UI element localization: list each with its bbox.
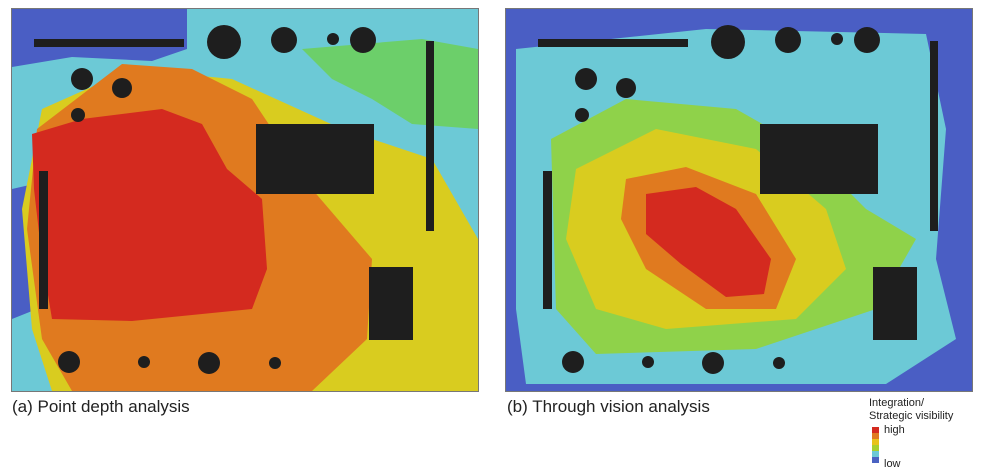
obstacles	[34, 25, 434, 374]
through-vision-heatmap	[506, 9, 972, 391]
column	[775, 27, 801, 53]
column	[854, 27, 880, 53]
column	[350, 27, 376, 53]
block-center	[256, 124, 374, 194]
legend-label-high: high	[884, 424, 905, 436]
wall-right	[426, 41, 434, 231]
column	[71, 108, 85, 122]
through-vision-panel	[505, 8, 973, 392]
wall-top	[538, 39, 688, 47]
legend-swatch	[872, 439, 879, 445]
column	[269, 357, 281, 369]
legend-label-low: low	[884, 458, 901, 470]
column	[198, 352, 220, 374]
column	[327, 33, 339, 45]
column	[58, 351, 80, 373]
column	[71, 68, 93, 90]
high-zone-core	[646, 187, 771, 297]
high-zone-core	[32, 109, 267, 321]
column	[112, 78, 132, 98]
column	[575, 68, 597, 90]
column	[271, 27, 297, 53]
caption-point-depth: (a) Point depth analysis	[12, 397, 190, 416]
column	[207, 25, 241, 59]
block-lower-right	[873, 267, 917, 340]
column	[562, 351, 584, 373]
wall-left	[543, 171, 552, 309]
wall-right	[930, 41, 938, 231]
column	[138, 356, 150, 368]
column	[575, 108, 589, 122]
legend-swatch	[872, 433, 879, 439]
column	[711, 25, 745, 59]
wall-top	[34, 39, 184, 47]
low-zone-top-left	[12, 9, 187, 67]
obstacles	[538, 25, 938, 374]
legend-swatches: high low	[869, 424, 979, 470]
column	[831, 33, 843, 45]
block-center	[760, 124, 878, 194]
legend-swatch-high	[872, 427, 879, 433]
legend-swatch-low	[872, 457, 879, 463]
legend-swatch	[872, 451, 879, 457]
caption-through-vision: (b) Through vision analysis	[507, 397, 710, 416]
legend-swatch	[872, 445, 879, 451]
point-depth-heatmap	[12, 9, 478, 391]
point-depth-panel	[11, 8, 479, 392]
block-lower-right	[369, 267, 413, 340]
column	[773, 357, 785, 369]
legend-title-line-2: Strategic visibility	[869, 410, 954, 422]
legend: Integration/ Strategic visibility high l…	[869, 397, 979, 470]
column	[642, 356, 654, 368]
legend-title-line-1: Integration/	[869, 397, 925, 409]
wall-left	[39, 171, 48, 309]
column	[616, 78, 636, 98]
column	[702, 352, 724, 374]
